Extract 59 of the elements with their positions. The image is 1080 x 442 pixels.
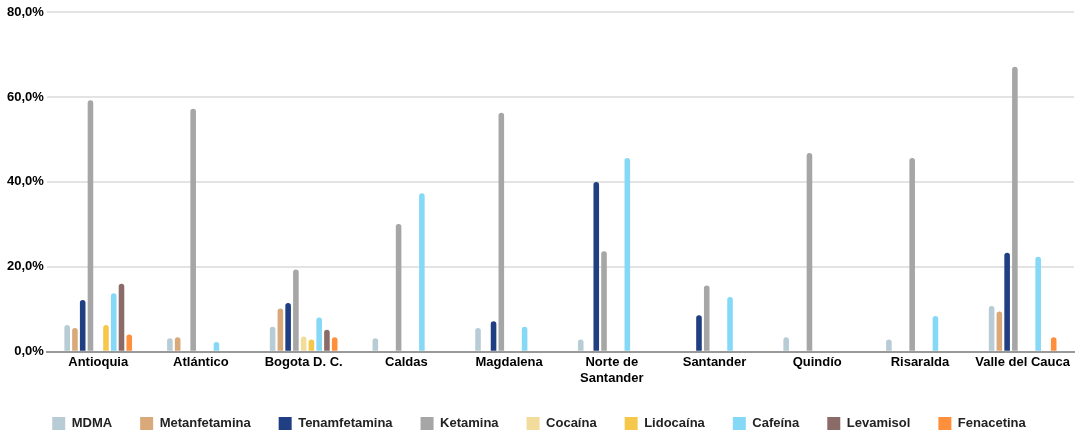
bar bbox=[269, 326, 276, 351]
bar bbox=[103, 325, 109, 351]
y-tick-label: 40,0% bbox=[6, 173, 45, 189]
legend-label: Cafeína bbox=[752, 415, 801, 431]
bar bbox=[475, 328, 481, 351]
x-tick-label: Bogota D. C. bbox=[264, 354, 343, 370]
bar bbox=[593, 181, 600, 351]
bar bbox=[996, 311, 1003, 351]
legend-label: Ketamina bbox=[440, 415, 500, 431]
bar bbox=[1004, 252, 1010, 351]
y-tick-label: 60,0% bbox=[6, 88, 45, 104]
bar bbox=[1035, 256, 1041, 351]
bar bbox=[696, 315, 702, 351]
legend-label: Tenamfetamina bbox=[298, 415, 394, 431]
x-tick-label: Valle del Cauca bbox=[975, 354, 1071, 370]
bar bbox=[932, 316, 939, 351]
bar bbox=[316, 317, 322, 351]
legend-label: Fenacetina bbox=[957, 415, 1027, 431]
legend-label: Levamisol bbox=[846, 415, 911, 431]
x-tick-label: Antioquia bbox=[68, 354, 129, 370]
x-tick-label: Santander bbox=[682, 354, 747, 370]
x-tick-label: Quindío bbox=[792, 354, 842, 370]
legend-label: MDMA bbox=[71, 415, 113, 431]
y-tick-label: 20,0% bbox=[6, 258, 45, 274]
legend-label: Lidocaína bbox=[644, 415, 706, 431]
y-tick-label: 80,0% bbox=[6, 3, 45, 19]
bar bbox=[190, 108, 196, 351]
bar bbox=[395, 223, 402, 351]
x-tick-label: Risaralda bbox=[890, 354, 950, 370]
bar bbox=[909, 158, 915, 351]
bar bbox=[498, 112, 505, 351]
bar bbox=[601, 251, 607, 351]
legend-label: Metanfetamina bbox=[159, 415, 252, 431]
bar bbox=[118, 283, 125, 351]
bar bbox=[126, 334, 133, 351]
bar bbox=[490, 321, 497, 351]
bar bbox=[419, 193, 425, 351]
bar bbox=[521, 326, 528, 351]
y-tick-label: 0,0% bbox=[14, 343, 45, 359]
bar bbox=[727, 297, 733, 351]
x-tick-label: Atlántico bbox=[173, 354, 229, 370]
bar bbox=[64, 325, 70, 351]
bar bbox=[624, 158, 631, 351]
bar bbox=[806, 153, 813, 351]
bar bbox=[1012, 66, 1018, 351]
bar bbox=[703, 285, 710, 351]
bar bbox=[285, 302, 291, 351]
bar bbox=[72, 328, 78, 351]
bar bbox=[110, 293, 117, 351]
bar bbox=[87, 100, 94, 351]
legend-label: Cocaína bbox=[546, 415, 598, 431]
bar bbox=[277, 308, 284, 351]
bar bbox=[293, 269, 299, 351]
x-tick-label: Magdalena bbox=[475, 354, 544, 370]
x-tick-label: Caldas bbox=[385, 354, 428, 370]
bar bbox=[79, 299, 86, 351]
bar bbox=[324, 329, 330, 351]
bar bbox=[988, 305, 995, 351]
x-tick-label: Norte de Santander bbox=[580, 354, 644, 385]
